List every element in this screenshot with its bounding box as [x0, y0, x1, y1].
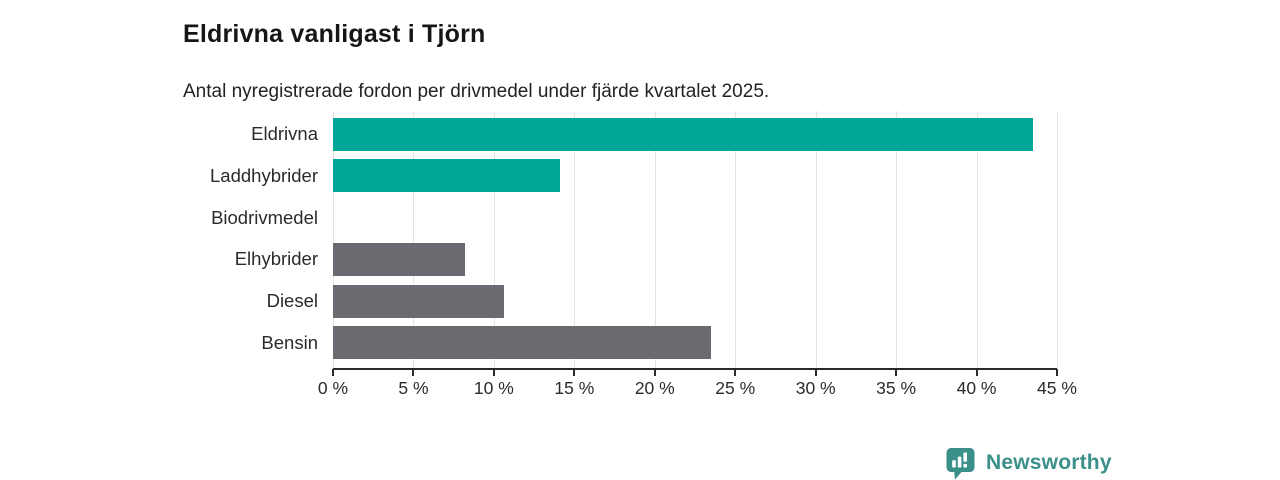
grid-line: [976, 111, 978, 368]
grid-line: [735, 111, 737, 368]
x-tick-label: 0 %: [317, 378, 349, 398]
x-tick-label: 45 %: [1037, 378, 1077, 398]
grid-line: [896, 111, 898, 368]
category-label: Laddhybrider: [210, 164, 318, 186]
category-label: Elhybrider: [234, 248, 318, 270]
x-tick-label: 20 %: [634, 378, 675, 398]
grid-line: [654, 111, 656, 368]
x-tick-label: 30 %: [795, 378, 836, 398]
grid-line: [1057, 111, 1058, 368]
x-tick-label: 25 %: [715, 378, 756, 398]
category-label: Diesel: [266, 290, 318, 311]
x-tick: [734, 369, 737, 376]
bar-elhybrider: [333, 242, 465, 276]
bar-laddhybrider: [333, 159, 560, 193]
grid-line: [413, 111, 415, 368]
x-tick: [1056, 369, 1058, 376]
x-tick: [332, 369, 334, 376]
x-tick-label: 5 %: [398, 378, 429, 398]
plot-area: [333, 111, 1058, 370]
chart-title: Eldrivna vanligast i Tjörn: [183, 19, 486, 48]
x-tick: [975, 369, 978, 376]
category-label: Biodrivmedel: [211, 206, 318, 228]
bar-bensin: [333, 326, 712, 360]
brand-footer: Newsworthy: [944, 445, 1112, 480]
x-tick: [573, 369, 576, 376]
x-tick: [895, 369, 898, 376]
grid-line: [493, 111, 495, 368]
chart-subtitle: Antal nyregistrerade fordon per drivmede…: [183, 81, 770, 102]
x-tick-label: 40 %: [956, 378, 997, 398]
value-axis: 0 % 5 % 10 % 15 % 20 % 25 % 30 % 35 % 40 % 45 %: [318, 369, 1077, 409]
grid-line: [333, 111, 334, 368]
bar-eldrivna: [333, 117, 1033, 151]
newsworthy-logo-icon: [946, 448, 975, 480]
brand-name: Newsworthy: [986, 450, 1112, 474]
x-tick-label: 15 %: [554, 378, 595, 398]
x-tick-label: 10 %: [473, 378, 514, 398]
category-label: Bensin: [261, 331, 318, 353]
x-tick-label: 35 %: [876, 378, 917, 398]
x-tick: [492, 369, 495, 376]
x-tick: [814, 369, 817, 376]
x-tick: [412, 369, 415, 376]
x-tick: [653, 369, 656, 376]
bar-diesel: [333, 284, 504, 318]
grid-line: [574, 111, 576, 368]
grid-line: [815, 111, 817, 368]
category-axis: Eldrivna Laddhybrider Biodrivmedel Elhybrid…: [140, 111, 318, 368]
category-label: Eldrivna: [251, 123, 318, 144]
